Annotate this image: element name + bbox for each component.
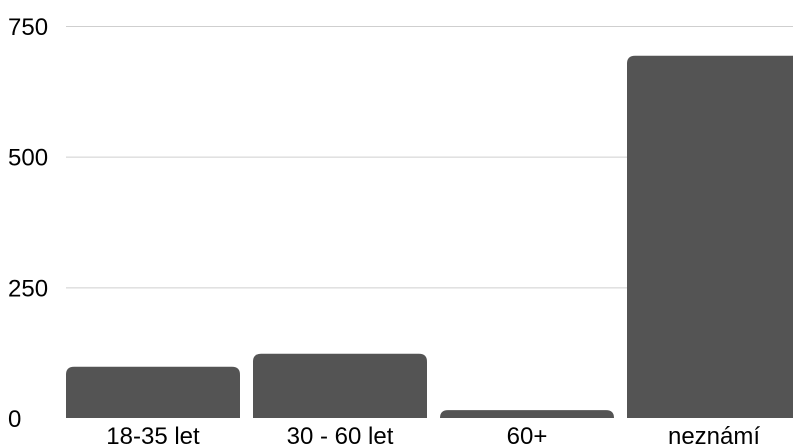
y-axis-ticks: 0 250 500 750 [8, 14, 48, 433]
y-tick-label-500: 500 [8, 145, 48, 172]
x-tick-label-3: 60+ [507, 423, 548, 448]
y-tick-label-0: 0 [8, 406, 21, 433]
bar-2 [253, 353, 427, 418]
bar-3 [440, 410, 614, 418]
x-tick-label-2: 30 - 60 let [287, 423, 394, 448]
x-tick-label-4: neznámí [668, 423, 760, 448]
bars [66, 55, 793, 418]
x-tick-label-1: 18-35 let [106, 423, 200, 448]
bar-1 [66, 366, 240, 418]
bar-4 [627, 55, 793, 418]
y-tick-label-250: 250 [8, 275, 48, 302]
x-axis-ticks: 18-35 let 30 - 60 let 60+ neznámí [106, 423, 760, 448]
y-tick-label-750: 750 [8, 14, 48, 41]
